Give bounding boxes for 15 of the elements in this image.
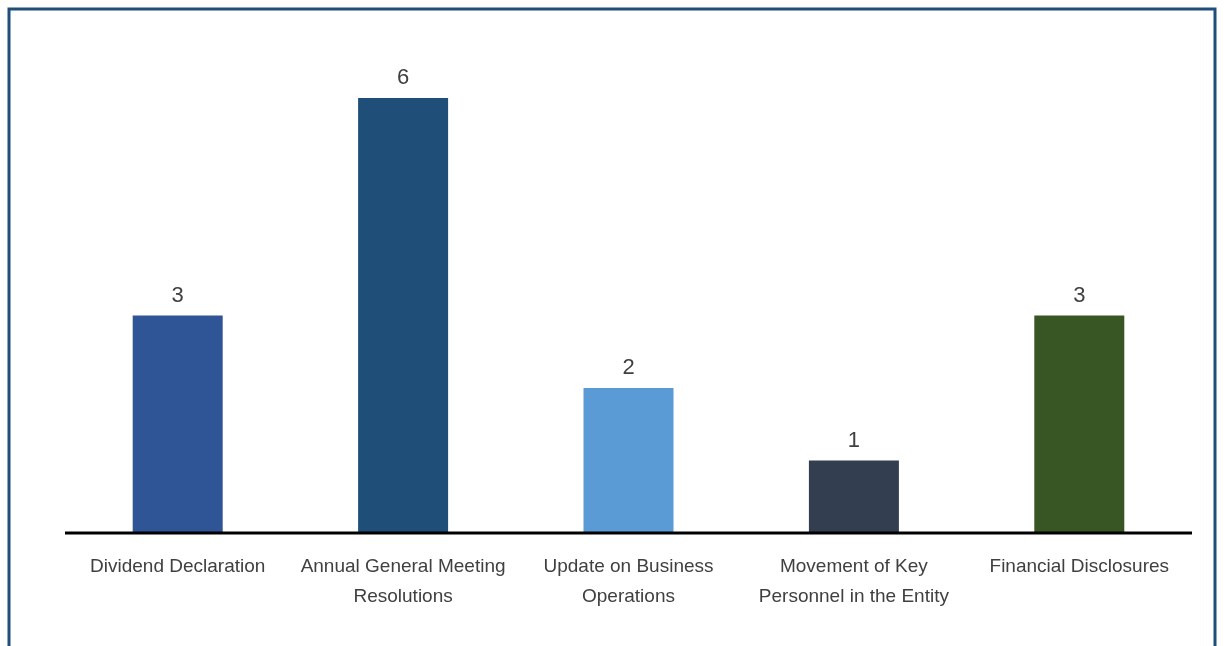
bar <box>132 315 223 533</box>
data-label: 1 <box>847 426 861 452</box>
x-tick-label: Movement of Key Personnel in the Entity <box>758 555 950 606</box>
x-tick-label: Annual General Meeting Resolutions <box>300 555 506 606</box>
bar <box>808 460 899 533</box>
bar <box>1034 315 1125 533</box>
bar <box>358 98 449 533</box>
data-label: 6 <box>396 64 410 89</box>
bar <box>583 388 674 533</box>
x-tick-label: Update on Business Operations <box>543 555 714 606</box>
x-tick-label: Dividend Declaration <box>90 555 266 576</box>
data-label: 3 <box>1073 281 1086 307</box>
data-label: 3 <box>171 281 184 307</box>
x-tick-label: Financial Disclosures <box>989 555 1170 576</box>
data-label: 2 <box>622 354 635 379</box>
